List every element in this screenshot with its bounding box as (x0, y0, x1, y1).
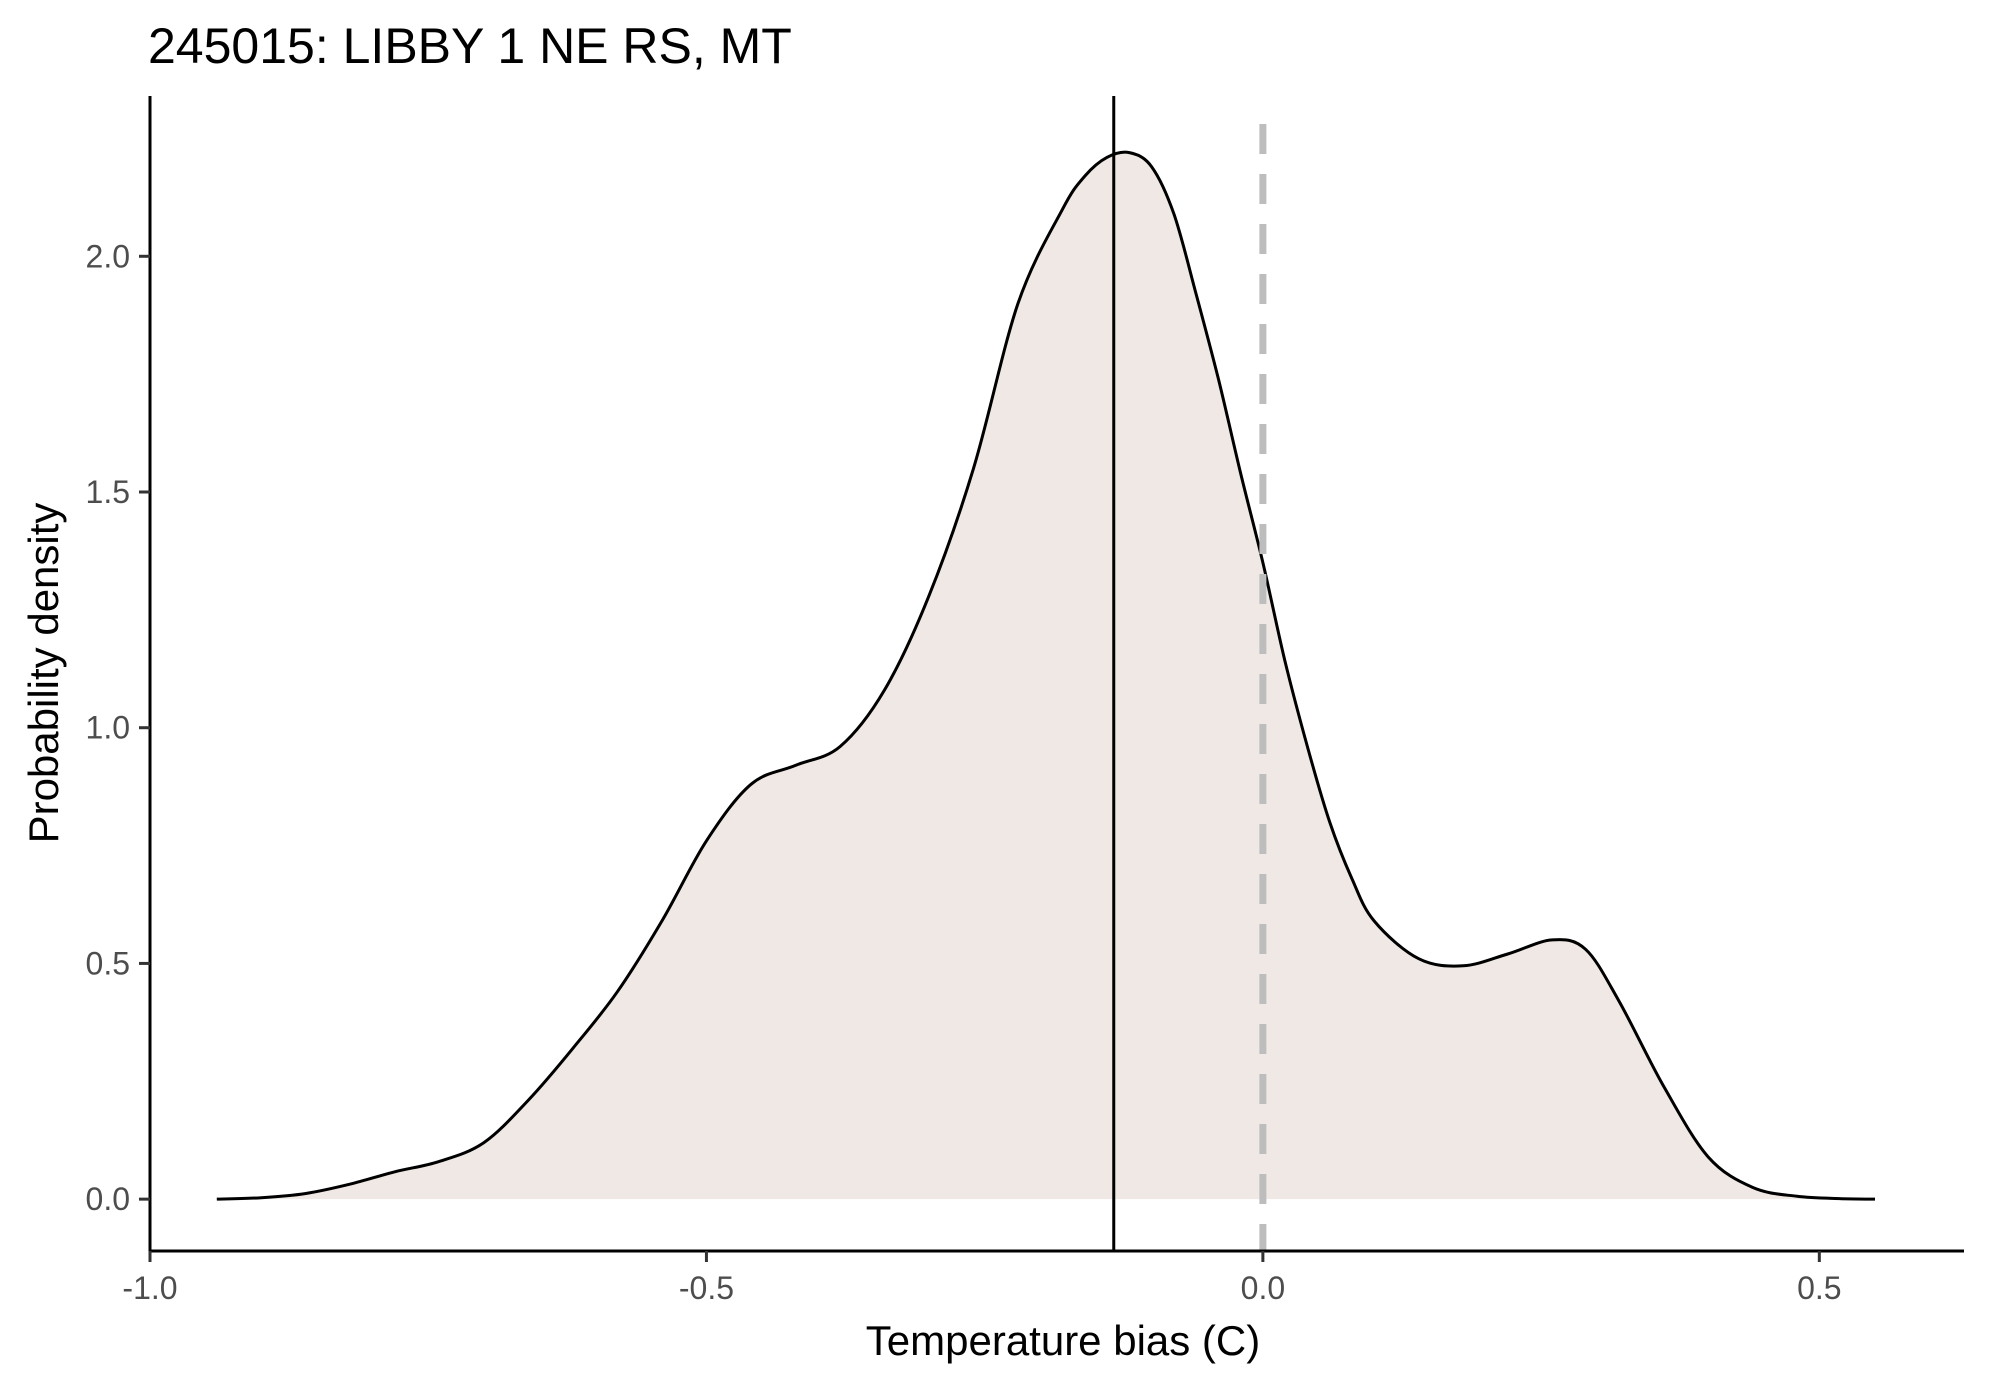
x-axis-ticks: -1.0 -0.5 0.0 0.5 (122, 1251, 1842, 1306)
y-axis-title: Probability density (20, 503, 67, 844)
y-tick-label: 0.0 (86, 1181, 130, 1217)
density-area (216, 152, 1875, 1200)
y-tick-label: 1.5 (86, 474, 130, 510)
y-axis-ticks: 0.0 0.5 1.0 1.5 2.0 (86, 238, 150, 1217)
x-tick-label: 0.5 (1797, 1270, 1841, 1306)
chart-title: 245015: LIBBY 1 NE RS, MT (148, 18, 792, 74)
x-tick-label: 0.0 (1241, 1270, 1285, 1306)
y-tick-label: 2.0 (86, 238, 130, 274)
x-tick-label: -1.0 (122, 1270, 177, 1306)
density-line (216, 150, 1876, 1201)
x-axis-title: Temperature bias (C) (866, 1317, 1260, 1364)
x-tick-label: -0.5 (679, 1270, 734, 1306)
y-tick-label: 1.0 (86, 710, 130, 746)
y-tick-label: 0.5 (86, 945, 130, 981)
plot-area (216, 96, 1876, 1251)
